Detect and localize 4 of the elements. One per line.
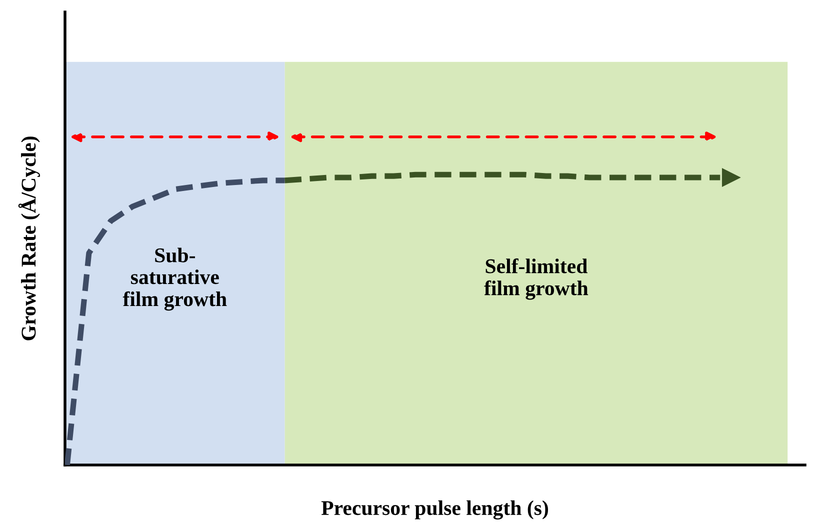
annotation: Self-limited film growth <box>484 258 588 300</box>
annotation: Sub- saturative film growth <box>122 248 227 311</box>
x-axis-title: Precursor pulse length (s) <box>321 500 548 520</box>
y-axis-title: Growth Rate (Å/Cycle) <box>18 136 40 340</box>
